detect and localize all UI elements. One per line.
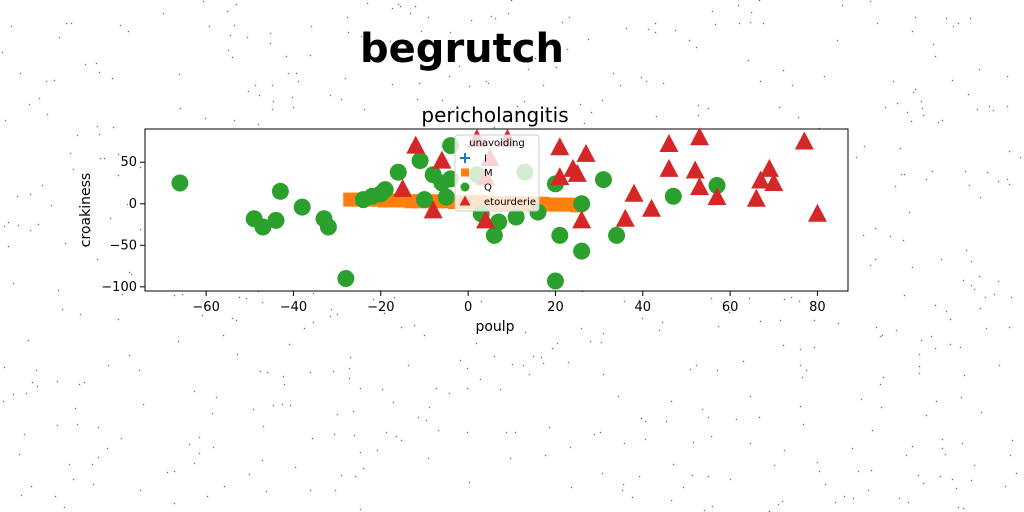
point-3-1 bbox=[423, 200, 443, 219]
legend-label-1: M bbox=[484, 168, 493, 179]
legend-label-3: etourderie bbox=[484, 197, 536, 208]
figure-suptitle: begrutch bbox=[360, 26, 564, 72]
point-2-8 bbox=[337, 270, 355, 288]
point-2-13 bbox=[389, 163, 407, 181]
legend-frame bbox=[454, 134, 540, 212]
series-q bbox=[171, 137, 726, 290]
point-2-23 bbox=[485, 226, 503, 244]
point-2-0 bbox=[171, 174, 189, 192]
point-3-29 bbox=[393, 178, 413, 197]
x-tick-label: −40 bbox=[280, 300, 307, 315]
legend-title: unavoiding bbox=[469, 138, 524, 149]
point-2-25 bbox=[507, 208, 525, 226]
x-tick-label: −60 bbox=[192, 300, 219, 315]
point-3-25 bbox=[759, 158, 779, 177]
point-3-27 bbox=[794, 131, 814, 150]
point-3-5 bbox=[476, 210, 496, 229]
point-3-12 bbox=[572, 210, 592, 229]
legend-label-2: Q bbox=[484, 183, 492, 194]
point-3-11 bbox=[567, 163, 587, 182]
point-2-14 bbox=[411, 152, 429, 170]
point-2-18 bbox=[437, 188, 455, 206]
point-2-32 bbox=[573, 242, 591, 260]
point-2-24 bbox=[490, 213, 508, 231]
x-tick-label: 40 bbox=[635, 300, 652, 315]
point-2-36 bbox=[708, 176, 726, 194]
legend-marker-1 bbox=[461, 168, 469, 177]
y-axis-label: croakiness bbox=[78, 173, 94, 247]
plot-area bbox=[144, 127, 849, 292]
point-3-0 bbox=[406, 135, 426, 154]
legend-marker-0 bbox=[460, 153, 470, 163]
point-3-14 bbox=[615, 208, 635, 227]
point-2-4 bbox=[271, 182, 289, 200]
x-tick-label: −20 bbox=[367, 300, 394, 315]
y-tick-label: −50 bbox=[110, 238, 137, 253]
legend-label-0: I bbox=[484, 154, 487, 165]
point-3-9 bbox=[550, 167, 570, 186]
x-tick-label: 20 bbox=[547, 300, 564, 315]
point-2-31 bbox=[573, 195, 591, 213]
point-2-30 bbox=[551, 226, 569, 244]
y-tick-label: −100 bbox=[101, 280, 137, 295]
point-2-15 bbox=[415, 191, 433, 209]
point-3-22 bbox=[707, 187, 727, 206]
y-tick-label: 50 bbox=[120, 155, 137, 170]
point-2-35 bbox=[664, 187, 682, 205]
point-2-2 bbox=[254, 218, 272, 236]
point-2-12 bbox=[376, 181, 394, 199]
point-2-29 bbox=[546, 272, 564, 290]
point-2-3 bbox=[267, 211, 285, 229]
point-3-19 bbox=[685, 160, 705, 179]
point-3-17 bbox=[659, 133, 679, 152]
point-3-16 bbox=[642, 198, 662, 217]
point-2-5 bbox=[293, 198, 311, 216]
x-tick-label: 60 bbox=[722, 300, 739, 315]
legend-marker-2 bbox=[460, 182, 470, 192]
point-3-26 bbox=[764, 173, 784, 191]
point-3-18 bbox=[659, 158, 679, 177]
x-tick-label: 80 bbox=[809, 300, 826, 315]
legend-marker-3 bbox=[459, 195, 471, 206]
axis-ticks: −60 −40 −20 0 20 40 60 80 −100 −50 0 50 bbox=[101, 155, 825, 315]
point-3-20 bbox=[690, 127, 710, 146]
point-2-33 bbox=[608, 226, 626, 244]
point-2-7 bbox=[319, 218, 337, 236]
x-axis-label: poulp bbox=[475, 319, 514, 335]
point-3-23 bbox=[746, 188, 766, 207]
chart-title: pericholangitis bbox=[421, 103, 568, 127]
x-tick-label: 0 bbox=[464, 300, 472, 315]
point-3-15 bbox=[624, 183, 644, 202]
point-3-13 bbox=[576, 143, 596, 162]
point-3-8 bbox=[550, 137, 570, 156]
y-tick-label: 0 bbox=[129, 197, 137, 212]
point-3-28 bbox=[807, 203, 827, 222]
point-3-2 bbox=[432, 150, 452, 169]
point-2-34 bbox=[594, 171, 612, 189]
point-3-24 bbox=[751, 170, 771, 189]
point-3-21 bbox=[690, 177, 710, 196]
